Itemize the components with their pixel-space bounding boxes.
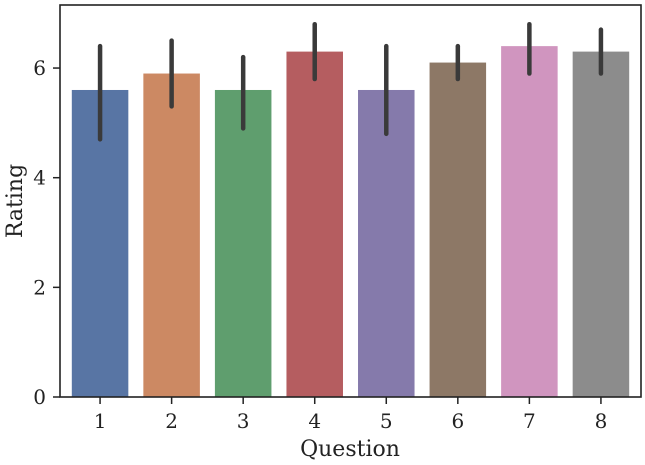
y-tick-label-4: 4 — [33, 166, 46, 190]
x-tick-label-6: 6 — [451, 409, 464, 433]
bar-5 — [358, 89, 415, 398]
x-tick-label-7: 7 — [523, 409, 536, 433]
y-axis: 0 2 4 6 — [33, 56, 60, 409]
x-tick-label-5: 5 — [380, 409, 393, 433]
x-axis: 1 2 3 4 5 6 7 8 — [94, 397, 608, 433]
bar-3 — [214, 89, 272, 398]
y-axis-label: Rating — [3, 164, 28, 238]
bar-4 — [286, 51, 343, 397]
x-tick-label-1: 1 — [94, 409, 107, 433]
y-tick-label-0: 0 — [33, 385, 46, 409]
error-bars-group — [97, 21, 604, 142]
x-tick-label-3: 3 — [237, 409, 250, 433]
x-axis-label: Question — [300, 437, 400, 462]
x-tick-label-2: 2 — [165, 409, 178, 433]
bars-group — [71, 46, 630, 398]
bar-7 — [501, 46, 558, 397]
x-tick-label-4: 4 — [308, 409, 321, 433]
plot-frame — [59, 4, 642, 398]
bar-6 — [429, 62, 487, 397]
y-tick-label-6: 6 — [33, 56, 46, 80]
y-tick-label-2: 2 — [33, 275, 46, 299]
x-tick-label-8: 8 — [595, 409, 608, 433]
bar-2 — [143, 73, 200, 398]
bar-8 — [572, 51, 630, 397]
